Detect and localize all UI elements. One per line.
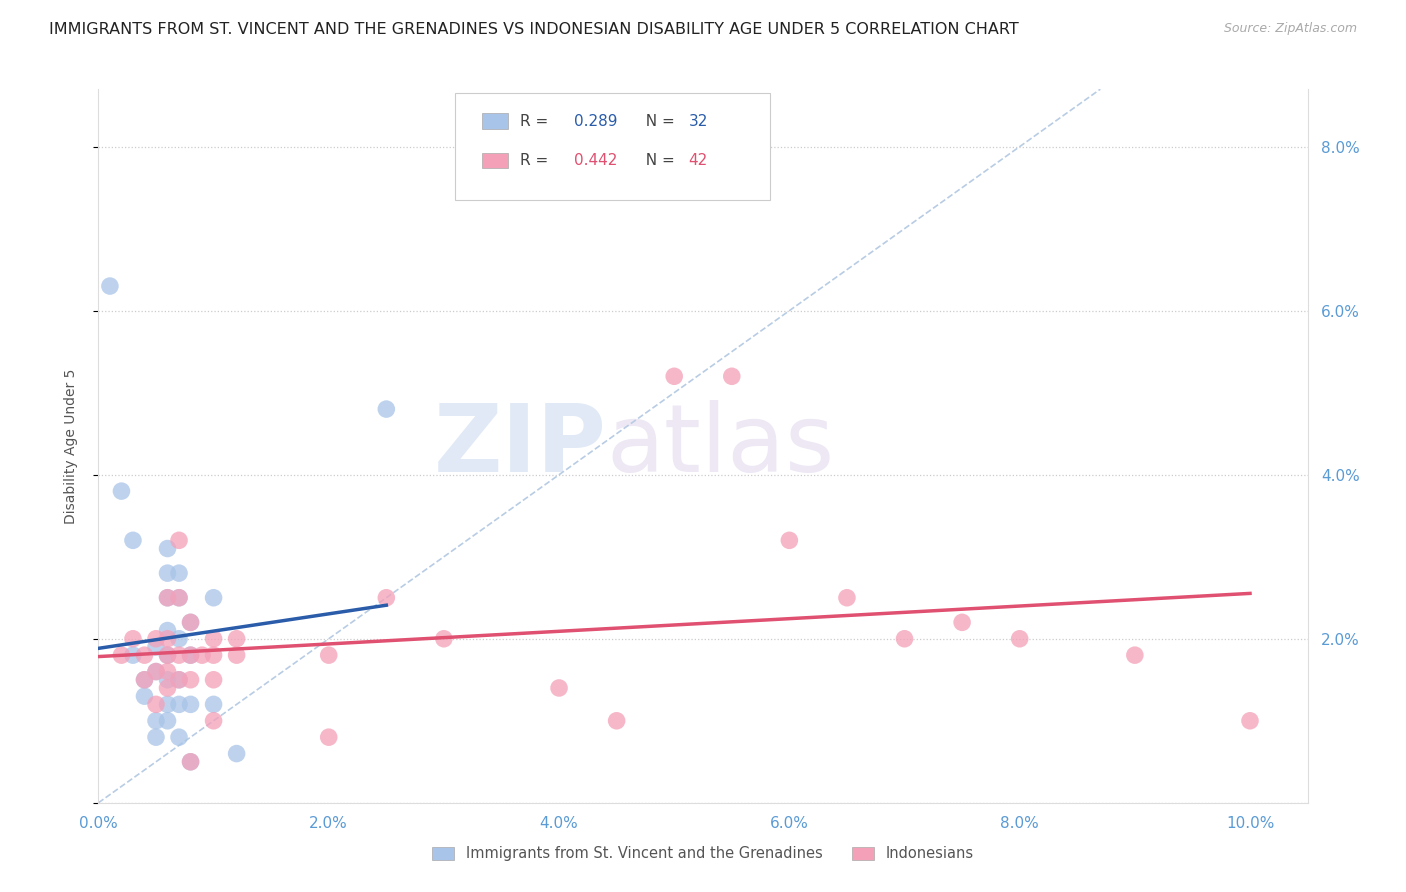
Point xyxy=(180,648,202,662)
Text: ZIP: ZIP xyxy=(433,400,606,492)
Point xyxy=(156,591,179,605)
Point xyxy=(110,484,132,499)
Point xyxy=(1008,632,1031,646)
Point xyxy=(180,615,202,630)
Point xyxy=(134,673,156,687)
Point xyxy=(156,541,179,556)
Point xyxy=(156,648,179,662)
FancyBboxPatch shape xyxy=(456,93,769,200)
Point xyxy=(167,566,190,581)
Point xyxy=(664,369,686,384)
Point xyxy=(375,402,398,417)
Point xyxy=(156,714,179,728)
Point xyxy=(318,730,340,744)
Text: N =: N = xyxy=(637,114,681,128)
Legend: Immigrants from St. Vincent and the Grenadines, Indonesians: Immigrants from St. Vincent and the Gren… xyxy=(426,840,980,867)
Point xyxy=(167,673,190,687)
Point xyxy=(145,698,167,712)
Point xyxy=(167,698,190,712)
Point xyxy=(720,369,742,384)
Point xyxy=(167,591,190,605)
Point xyxy=(156,665,179,679)
Point xyxy=(202,714,225,728)
Point xyxy=(318,648,340,662)
Point xyxy=(180,673,202,687)
Point xyxy=(156,698,179,712)
Point xyxy=(1239,714,1261,728)
Point xyxy=(225,632,247,646)
Point xyxy=(893,632,915,646)
Point xyxy=(835,591,858,605)
Point xyxy=(950,615,973,630)
Point xyxy=(167,673,190,687)
Text: atlas: atlas xyxy=(606,400,835,492)
Point xyxy=(778,533,800,548)
Point xyxy=(145,665,167,679)
Point xyxy=(145,730,167,744)
Point xyxy=(145,665,167,679)
Point xyxy=(202,632,225,646)
Point xyxy=(180,615,202,630)
Point xyxy=(202,591,225,605)
Point xyxy=(156,591,179,605)
Point xyxy=(167,730,190,744)
Point xyxy=(122,632,145,646)
Point xyxy=(122,533,145,548)
Point xyxy=(156,566,179,581)
Point xyxy=(134,648,156,662)
Point xyxy=(180,755,202,769)
Y-axis label: Disability Age Under 5: Disability Age Under 5 xyxy=(63,368,77,524)
Point xyxy=(433,632,456,646)
Point xyxy=(180,755,202,769)
Point xyxy=(122,648,145,662)
Text: R =: R = xyxy=(520,153,554,168)
Point xyxy=(167,632,190,646)
Point xyxy=(606,714,628,728)
Text: N =: N = xyxy=(637,153,681,168)
Point xyxy=(225,747,247,761)
Point xyxy=(156,648,179,662)
Point xyxy=(145,640,167,654)
Point xyxy=(156,681,179,695)
Point xyxy=(98,279,121,293)
Point xyxy=(134,673,156,687)
Point xyxy=(1123,648,1146,662)
Point xyxy=(180,698,202,712)
Point xyxy=(548,681,571,695)
Point xyxy=(110,648,132,662)
FancyBboxPatch shape xyxy=(482,153,509,169)
Text: 32: 32 xyxy=(689,114,707,128)
Point xyxy=(375,591,398,605)
Text: 0.289: 0.289 xyxy=(574,114,617,128)
Point xyxy=(191,648,214,662)
Point xyxy=(202,698,225,712)
FancyBboxPatch shape xyxy=(482,113,509,129)
Point xyxy=(156,632,179,646)
Text: IMMIGRANTS FROM ST. VINCENT AND THE GRENADINES VS INDONESIAN DISABILITY AGE UNDE: IMMIGRANTS FROM ST. VINCENT AND THE GREN… xyxy=(49,22,1019,37)
Point xyxy=(134,689,156,703)
Point xyxy=(156,624,179,638)
Point xyxy=(202,648,225,662)
Point xyxy=(156,673,179,687)
Text: 0.442: 0.442 xyxy=(574,153,617,168)
Point xyxy=(145,714,167,728)
Point xyxy=(167,648,190,662)
Point xyxy=(167,591,190,605)
Point xyxy=(180,648,202,662)
Point xyxy=(145,632,167,646)
Text: 42: 42 xyxy=(689,153,707,168)
Point xyxy=(225,648,247,662)
Text: Source: ZipAtlas.com: Source: ZipAtlas.com xyxy=(1223,22,1357,36)
Text: R =: R = xyxy=(520,114,554,128)
Point xyxy=(167,533,190,548)
Point xyxy=(202,673,225,687)
